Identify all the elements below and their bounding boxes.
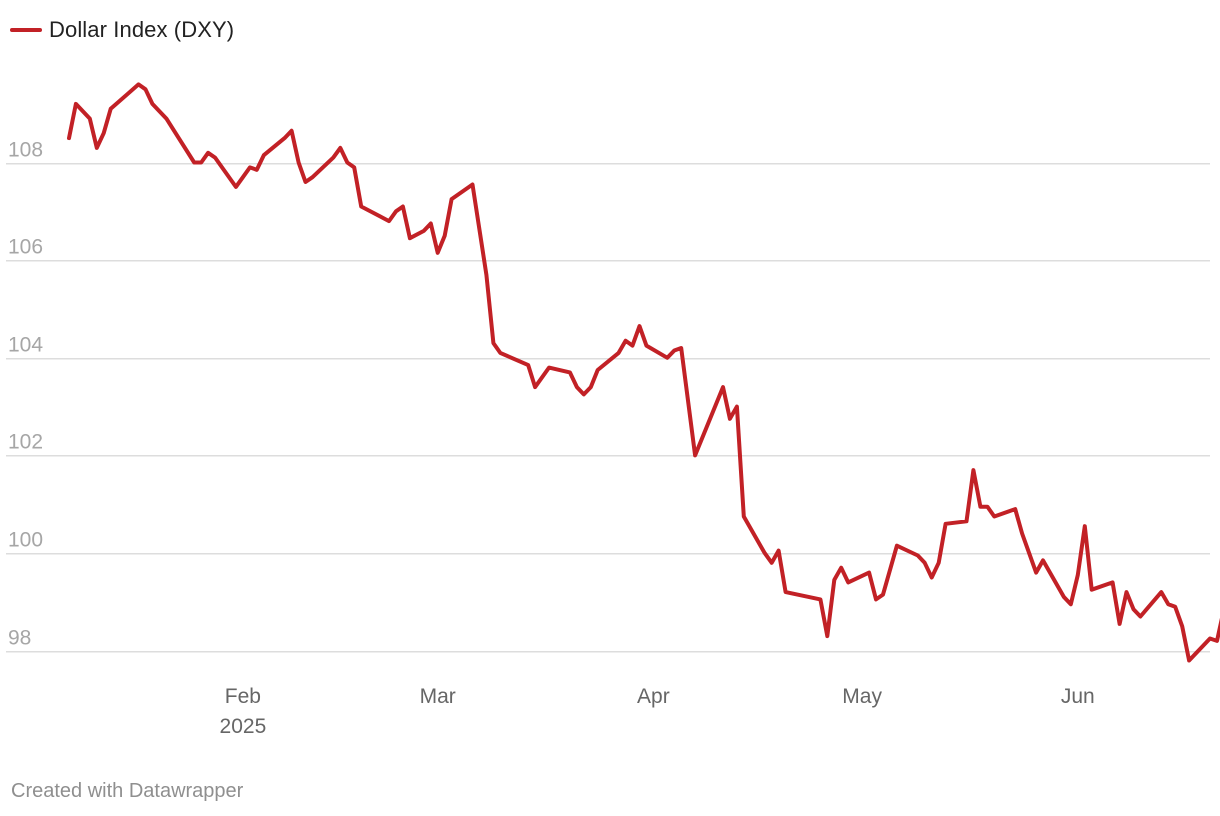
y-tick-label: 106 (8, 236, 43, 259)
y-tick-label: 102 (8, 431, 43, 454)
gridlines (6, 162, 1210, 653)
legend-swatch (10, 28, 42, 32)
y-tick-label: 108 (8, 139, 43, 162)
x-tick-label: Apr (637, 685, 670, 708)
series-line-dollar-index (67, 82, 1220, 663)
legend: Dollar Index (DXY) (10, 16, 234, 44)
x-tick-sublabel: 2025 (220, 715, 267, 738)
y-axis: 98 100 102 104 106 108 (8, 139, 43, 650)
credit-text: Created with Datawrapper (11, 780, 244, 802)
x-tick-label: Feb (225, 685, 261, 708)
x-tick-label: May (842, 685, 882, 708)
series-group (67, 82, 1220, 663)
y-tick-label: 104 (8, 334, 43, 357)
x-tick-label: Jun (1061, 685, 1095, 708)
x-tick-label: Mar (420, 685, 456, 708)
y-tick-label: 98 (8, 627, 31, 650)
y-tick-label: 100 (8, 529, 43, 552)
legend-label: Dollar Index (DXY) (49, 17, 235, 42)
x-axis: Feb 2025 Mar Apr May Jun (220, 685, 1095, 738)
